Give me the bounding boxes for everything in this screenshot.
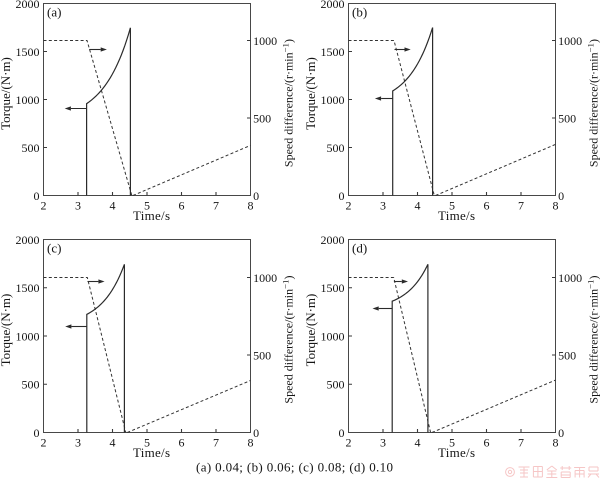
svg-text:0: 0 [339,189,345,203]
svg-text:1000: 1000 [558,34,582,48]
svg-text:7: 7 [213,436,219,450]
svg-text:2: 2 [346,436,352,450]
svg-text:500: 500 [22,141,40,155]
svg-text:(d): (d) [352,241,367,256]
svg-text:−1: −1 [281,43,291,52]
svg-text:1500: 1500 [321,281,345,295]
svg-text:8: 8 [248,436,254,450]
svg-text:3: 3 [380,199,386,213]
svg-text:Speed difference/(r·min: Speed difference/(r·min [282,52,296,167]
svg-text:500: 500 [22,378,40,392]
svg-text:1000: 1000 [558,271,582,285]
svg-text:500: 500 [327,141,345,155]
svg-text:Time/s: Time/s [438,208,475,223]
svg-text:7: 7 [213,199,219,213]
svg-text:5: 5 [144,436,150,450]
svg-text:Time/s: Time/s [133,208,170,223]
svg-text:Torque/(N·m): Torque/(N·m) [0,57,13,130]
svg-text:7: 7 [518,199,524,213]
svg-text:1000: 1000 [321,93,345,107]
svg-text:2000: 2000 [321,233,345,247]
svg-text:2000: 2000 [16,233,40,247]
svg-text:3: 3 [75,436,81,450]
svg-text:8: 8 [553,436,559,450]
svg-text:): ) [282,276,296,280]
svg-text:0: 0 [34,426,40,440]
svg-text:Speed difference/(r·min: Speed difference/(r·min [587,289,600,404]
svg-text:6: 6 [484,436,490,450]
svg-text:500: 500 [253,111,271,125]
svg-text:Torque/(N·m): Torque/(N·m) [303,57,318,130]
svg-text:0: 0 [253,426,259,440]
svg-text:1000: 1000 [253,34,277,48]
svg-text:5: 5 [449,199,455,213]
svg-text:1000: 1000 [253,271,277,285]
svg-text:4: 4 [415,436,421,450]
svg-text:−1: −1 [281,280,291,289]
svg-text:(b): (b) [352,5,367,20]
svg-text:1500: 1500 [16,45,40,59]
svg-text:0: 0 [253,189,259,203]
svg-text:3: 3 [380,436,386,450]
svg-text:Speed difference/(r·min: Speed difference/(r·min [282,289,296,404]
svg-text:−1: −1 [586,280,596,289]
svg-text:−1: −1 [586,43,596,52]
svg-text:): ) [587,276,600,280]
svg-text:0: 0 [34,189,40,203]
svg-text:(a): (a) [47,5,61,20]
svg-text:2000: 2000 [16,0,40,11]
svg-text:1000: 1000 [321,329,345,343]
svg-text:1000: 1000 [16,93,40,107]
svg-text:Torque/(N·m): Torque/(N·m) [303,294,318,367]
svg-text:Torque/(N·m): Torque/(N·m) [0,294,13,367]
svg-text:4: 4 [110,199,116,213]
svg-text:2: 2 [346,199,352,213]
svg-text:Time/s: Time/s [133,445,170,460]
svg-text:4: 4 [110,436,116,450]
svg-text:8: 8 [553,199,559,213]
svg-text:Speed difference/(r·min: Speed difference/(r·min [587,52,600,167]
svg-text:500: 500 [558,348,576,362]
svg-text:1000: 1000 [16,329,40,343]
svg-text:3: 3 [75,199,81,213]
svg-text:5: 5 [144,199,150,213]
svg-text:6: 6 [484,199,490,213]
svg-text:2: 2 [41,436,47,450]
svg-text:500: 500 [558,111,576,125]
svg-text:): ) [587,39,600,43]
svg-text:(c): (c) [47,241,61,256]
svg-text:1500: 1500 [16,281,40,295]
svg-text:6: 6 [179,436,185,450]
svg-text:8: 8 [248,199,254,213]
svg-text:0: 0 [558,189,564,203]
svg-text:1500: 1500 [321,45,345,59]
svg-text:2000: 2000 [321,0,345,11]
svg-text:6: 6 [179,199,185,213]
svg-text:7: 7 [518,436,524,450]
svg-text:500: 500 [253,348,271,362]
svg-text:0: 0 [558,426,564,440]
svg-text:0: 0 [339,426,345,440]
svg-text:4: 4 [415,199,421,213]
svg-text:2: 2 [41,199,47,213]
svg-text:(a) 0.04; (b) 0.06; (c) 0.08;: (a) 0.04; (b) 0.06; (c) 0.08; (d) 0.10 [196,460,393,475]
svg-text:5: 5 [449,436,455,450]
svg-text:500: 500 [327,378,345,392]
svg-text:): ) [282,39,296,43]
svg-text:Time/s: Time/s [438,445,475,460]
